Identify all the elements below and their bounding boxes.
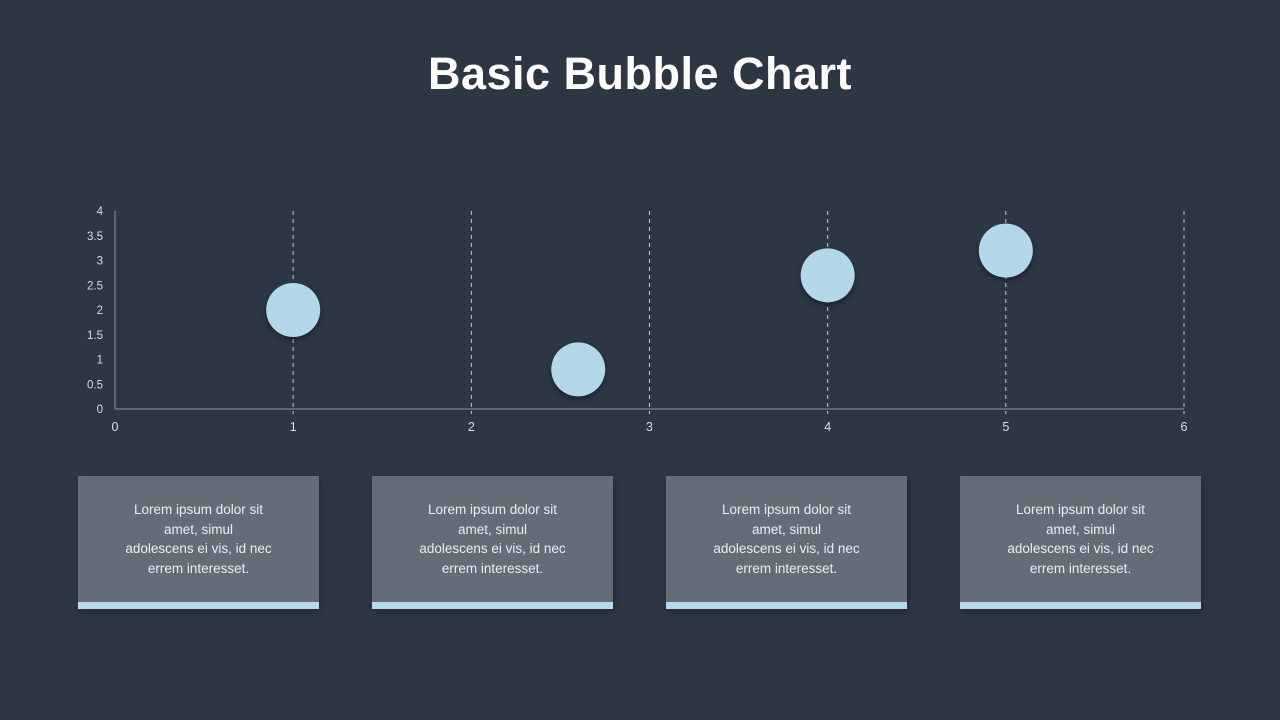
card: Lorem ipsum dolor sit amet, simul adoles… <box>960 476 1201 609</box>
bubble <box>978 223 1033 278</box>
card-text: Lorem ipsum dolor sit amet, simul adoles… <box>1007 502 1154 576</box>
card-text: Lorem ipsum dolor sit amet, simul adoles… <box>713 502 860 576</box>
bubble <box>800 248 855 303</box>
y-tick-label: 2.5 <box>87 280 103 292</box>
bubble-chart: 0 1 2 3 4 5 6 0 0.5 1 1.5 2 2.5 3 3.5 4 <box>87 206 1188 434</box>
x-tick-label: 4 <box>824 420 831 434</box>
bubble <box>551 342 606 397</box>
card-text: Lorem ipsum dolor sit amet, simul adoles… <box>419 502 566 576</box>
x-tick-label: 5 <box>1002 420 1009 434</box>
x-tick-label: 0 <box>112 420 119 434</box>
page-title: Basic Bubble Chart <box>427 48 853 99</box>
card-accent-bar <box>960 602 1201 609</box>
y-tick-label: 1.5 <box>87 330 103 342</box>
x-tick-label: 1 <box>290 420 297 434</box>
y-tick-label: 0.5 <box>87 379 103 391</box>
y-tick-label: 4 <box>97 206 104 218</box>
card: Lorem ipsum dolor sit amet, simul adoles… <box>78 476 319 609</box>
x-tick-label: 2 <box>468 420 475 434</box>
card-body: Lorem ipsum dolor sit amet, simul adoles… <box>666 476 907 602</box>
card: Lorem ipsum dolor sit amet, simul adoles… <box>372 476 613 609</box>
y-tick-label: 2 <box>97 305 103 317</box>
card-accent-bar <box>666 602 907 609</box>
card: Lorem ipsum dolor sit amet, simul adoles… <box>666 476 907 609</box>
card-row: Lorem ipsum dolor sit amet, simul adoles… <box>78 476 1201 609</box>
card-accent-bar <box>372 602 613 609</box>
y-tick-label: 3.5 <box>87 231 103 243</box>
card-text: Lorem ipsum dolor sit amet, simul adoles… <box>125 502 272 576</box>
y-tick-label: 3 <box>97 256 103 268</box>
x-tick-label: 6 <box>1181 420 1188 434</box>
card-accent-bar <box>78 602 319 609</box>
card-body: Lorem ipsum dolor sit amet, simul adoles… <box>960 476 1201 602</box>
y-tick-label: 1 <box>97 355 103 367</box>
card-body: Lorem ipsum dolor sit amet, simul adoles… <box>372 476 613 602</box>
y-tick-label: 0 <box>97 404 103 416</box>
card-body: Lorem ipsum dolor sit amet, simul adoles… <box>78 476 319 602</box>
bubble <box>266 283 321 337</box>
x-tick-label: 3 <box>646 420 653 434</box>
